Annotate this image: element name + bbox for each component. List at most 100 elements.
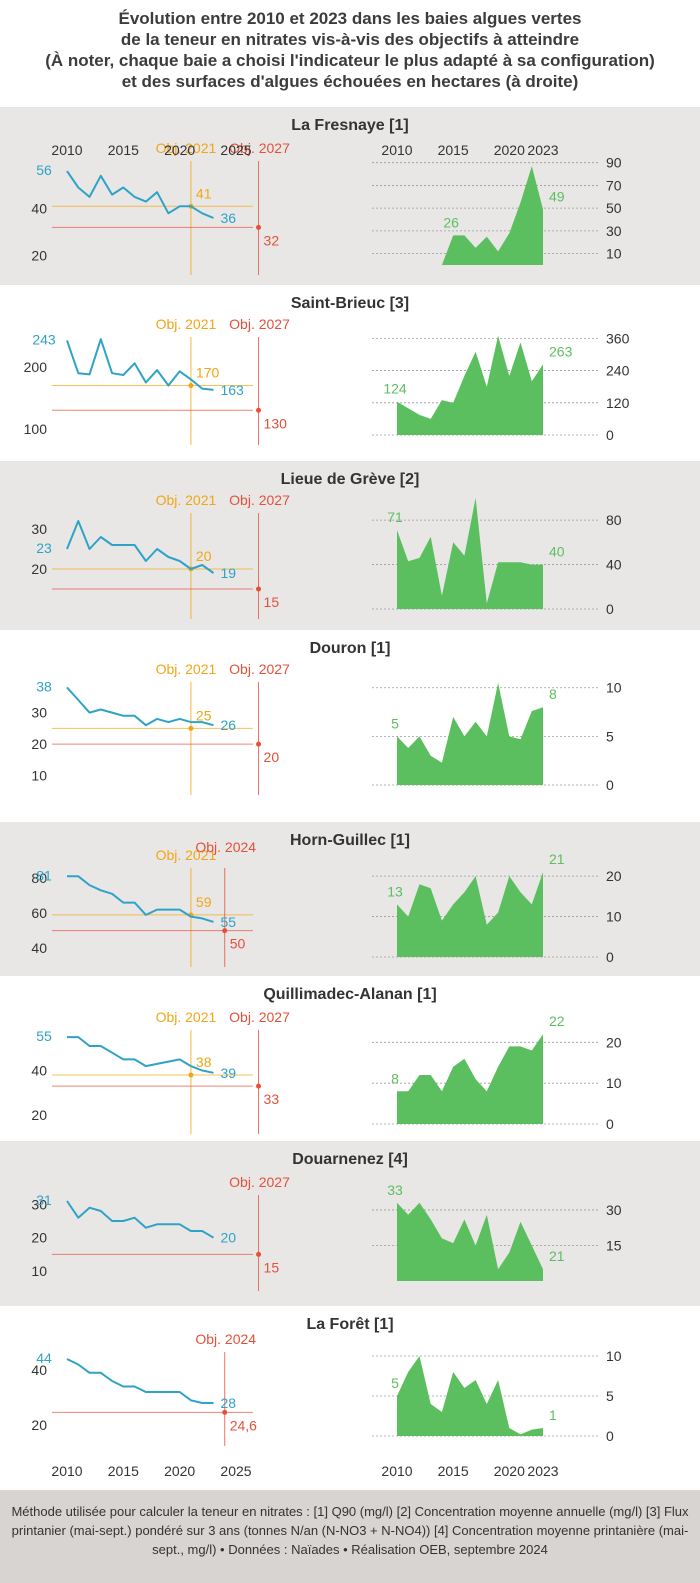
y-tick-label: 0 <box>606 949 614 965</box>
objective-value-label: 25 <box>196 707 212 723</box>
y-tick-label: 40 <box>31 940 47 956</box>
nitrate-last-label: 20 <box>220 1230 236 1246</box>
title-line: de la teneur en nitrates vis-à-vis des o… <box>120 30 580 49</box>
y-tick-label: 10 <box>31 1263 47 1279</box>
surface-first-label: 26 <box>443 214 459 230</box>
objective-value-label: 50 <box>230 936 246 952</box>
y-tick-label: 20 <box>31 248 47 264</box>
objective-value-label: 41 <box>196 185 212 201</box>
bay-title: Horn-Guillec [1] <box>289 832 410 849</box>
y-tick-label: 5 <box>606 1388 614 1404</box>
objective-dot <box>256 407 262 413</box>
objective-value-label: 38 <box>196 1054 212 1070</box>
nitrate-series-line <box>66 170 214 219</box>
x-tick-label: 2015 <box>108 142 139 158</box>
surface-first-label: 33 <box>387 1182 403 1198</box>
objective-label: Obj. 2027 <box>229 492 290 508</box>
y-tick-label: 40 <box>31 201 47 217</box>
objective-dot <box>256 224 262 230</box>
objective-value-label: 32 <box>264 232 280 248</box>
y-tick-label: 10 <box>606 680 622 696</box>
surface-first-label: 71 <box>387 509 403 525</box>
x-tick-label: 2015 <box>438 1463 469 1479</box>
objective-label: Obj. 2021 <box>156 1009 217 1025</box>
bay-panel: Saint-Brieuc [3] 100 200 Obj. 2021 170 Obj. 2… <box>0 285 700 461</box>
bay-charts-svg: 10 20 30 Obj. 2021 25 Obj. 2027 20 38 26 0 5 10 5 8 <box>31 661 622 795</box>
surface-area <box>397 497 543 609</box>
x-tick-label: 2010 <box>381 1463 412 1479</box>
nitrate-first-label: 44 <box>36 1350 52 1366</box>
surface-last-label: 40 <box>549 544 565 560</box>
title-line: Évolution entre 2010 et 2023 dans les ba… <box>118 9 582 28</box>
x-tick-label: 2025 <box>220 1463 251 1479</box>
objective-dot <box>256 586 262 592</box>
nitrate-first-label: 38 <box>36 678 52 694</box>
bay-charts-svg: 40 60 80 Obj. 2021 59 Obj. 2024 50 81 55 0 10 20 13 2… <box>31 839 622 967</box>
y-tick-label: 80 <box>606 512 622 528</box>
surface-last-label: 1 <box>549 1407 557 1423</box>
objective-dot <box>222 928 228 934</box>
objective-label: Obj. 2021 <box>156 316 217 332</box>
nitrate-first-label: 31 <box>36 1192 52 1208</box>
y-tick-label: 60 <box>31 905 47 921</box>
nitrate-first-label: 243 <box>32 331 56 347</box>
y-tick-label: 120 <box>606 395 630 411</box>
nitrate-series-line <box>67 1036 214 1074</box>
y-tick-label: 20 <box>606 1034 622 1050</box>
x-tick-label: 2020 <box>164 142 195 158</box>
footer-note: Méthode utilisée pour calculer la teneur… <box>0 1490 700 1583</box>
objective-value-label: 59 <box>196 894 212 910</box>
y-tick-label: 200 <box>24 359 48 375</box>
y-tick-label: 40 <box>31 1362 47 1378</box>
objective-label: Obj. 2024 <box>195 1331 256 1347</box>
y-tick-label: 20 <box>31 1230 47 1246</box>
x-tick-label: 2015 <box>438 142 469 158</box>
objective-dot <box>188 725 194 731</box>
nitrate-series-line <box>66 338 214 391</box>
surface-area <box>397 1356 543 1436</box>
objective-label: Obj. 2021 <box>156 847 217 863</box>
surface-first-label: 8 <box>391 1070 399 1086</box>
objective-dot <box>222 1409 228 1415</box>
surface-area <box>397 166 543 265</box>
y-tick-label: 10 <box>31 768 47 784</box>
objective-label: Obj. 2024 <box>195 839 256 855</box>
objective-value-label: 33 <box>264 1091 280 1107</box>
objective-dot <box>256 741 262 747</box>
x-tick-label: 2010 <box>51 142 82 158</box>
objective-label: Obj. 2027 <box>229 1174 290 1190</box>
objective-label: Obj. 2021 <box>156 492 217 508</box>
surface-last-label: 263 <box>549 343 573 359</box>
surface-first-label: 13 <box>387 883 403 899</box>
objective-dot <box>256 1251 262 1257</box>
x-tick-label: 2023 <box>527 142 558 158</box>
y-tick-label: 40 <box>31 1063 47 1079</box>
nitrate-first-label: 23 <box>36 540 52 556</box>
x-tick-label: 2020 <box>494 1463 525 1479</box>
x-tick-label: 2025 <box>220 142 251 158</box>
y-tick-label: 30 <box>31 1196 47 1212</box>
objective-value-label: 20 <box>196 548 212 564</box>
y-tick-label: 80 <box>31 870 47 886</box>
nitrate-last-label: 36 <box>220 210 236 226</box>
nitrate-first-label: 81 <box>36 867 52 883</box>
surface-last-label: 8 <box>549 686 557 702</box>
objective-value-label: 15 <box>264 594 280 610</box>
objective-value-label: 15 <box>264 1259 280 1275</box>
bay-panel: Lieue de Grève [2] 20 30 Obj. 2021 20 Obj. 20… <box>0 461 700 630</box>
x-tick-label: 2015 <box>108 1463 139 1479</box>
objective-dot <box>256 1083 262 1089</box>
surface-last-label: 22 <box>549 1013 565 1029</box>
surface-area <box>397 335 543 435</box>
y-tick-label: 20 <box>31 561 47 577</box>
y-tick-label: 10 <box>606 1075 622 1091</box>
surface-first-label: 5 <box>391 715 399 731</box>
x-tick-label: 2020 <box>494 142 525 158</box>
y-tick-label: 0 <box>606 1116 614 1132</box>
y-tick-label: 15 <box>606 1237 622 1253</box>
y-tick-label: 40 <box>606 557 622 573</box>
bay-panel: Douron [1] 10 20 30 Obj. 2021 25 Obj. 2027 20 38… <box>0 630 700 822</box>
y-tick-label: 10 <box>606 1348 622 1364</box>
nitrate-last-label: 19 <box>220 565 236 581</box>
